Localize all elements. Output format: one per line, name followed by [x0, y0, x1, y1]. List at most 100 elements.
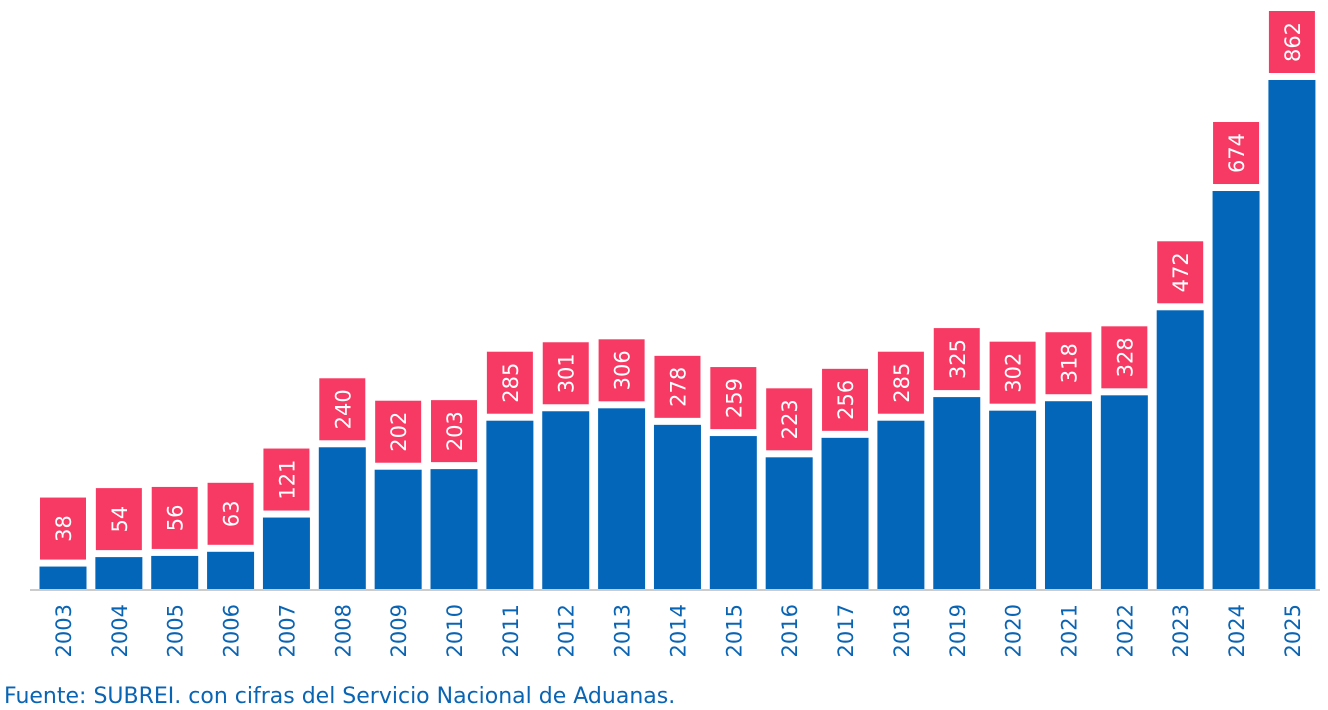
x-tick-label: 2014: [666, 604, 690, 657]
bar-group: 325 2019: [933, 328, 981, 657]
data-label-background: [1268, 11, 1315, 73]
data-label: 256: [834, 380, 858, 420]
data-label: 38: [52, 515, 76, 542]
bar-group: 862 2025: [1268, 11, 1316, 657]
data-label-background: [375, 400, 422, 463]
bar: [374, 469, 422, 589]
bar: [1212, 191, 1260, 589]
bar-group: 328 2022: [1100, 326, 1148, 657]
bar-chart: 38 2003 54 2004 56 2005 63 2006 121 2007 240 2008 20…: [30, 11, 1320, 657]
data-label-background: [207, 482, 254, 545]
x-tick-label: 2005: [164, 604, 188, 657]
bar: [486, 420, 534, 589]
data-label-background: [598, 339, 645, 402]
bar: [933, 397, 981, 589]
x-tick-label: 2024: [1225, 604, 1249, 657]
bar: [1268, 80, 1316, 589]
x-tick-label: 2025: [1281, 604, 1305, 657]
data-label-background: [431, 400, 478, 463]
data-label-background: [822, 368, 869, 431]
data-label-background: [319, 378, 366, 441]
x-tick-label: 2012: [555, 604, 579, 657]
data-label: 318: [1057, 343, 1081, 383]
x-tick-label: 2022: [1113, 604, 1137, 657]
x-tick-label: 2023: [1169, 604, 1193, 657]
data-label: 202: [387, 412, 411, 452]
data-label: 56: [164, 505, 188, 532]
bar: [1156, 310, 1204, 589]
data-label-background: [1101, 326, 1148, 389]
data-label: 285: [499, 363, 523, 403]
source-note: Fuente: SUBREI. con cifras del Servicio …: [4, 684, 676, 709]
bar: [542, 411, 590, 589]
bar: [1044, 401, 1092, 589]
bar-group: 285 2018: [877, 351, 925, 657]
x-tick-label: 2007: [275, 604, 299, 657]
x-tick-label: 2016: [778, 604, 802, 657]
bar-group: 202 2009: [374, 400, 422, 657]
bar: [877, 420, 925, 589]
bar-group: 203 2010: [430, 400, 478, 657]
bar: [318, 447, 366, 589]
bar-group: 674 2024: [1212, 122, 1260, 657]
bar-group: 306 2013: [598, 339, 646, 657]
data-label: 325: [946, 339, 970, 379]
bar: [207, 551, 255, 589]
bar-group: 240 2008: [318, 378, 366, 657]
bar-group: 302 2020: [989, 341, 1037, 657]
data-label-background: [1213, 122, 1260, 185]
data-label-background: [486, 351, 533, 414]
x-tick-label: 2015: [722, 604, 746, 657]
x-tick-label: 2018: [890, 604, 914, 657]
data-label: 862: [1281, 22, 1305, 62]
data-label-background: [933, 328, 980, 391]
data-label-background: [877, 351, 924, 414]
data-label-background: [151, 486, 198, 549]
data-label-background: [989, 341, 1036, 404]
bar-group: 301 2012: [542, 342, 590, 657]
x-tick-label: 2010: [443, 604, 467, 657]
x-tick-label: 2017: [834, 604, 858, 657]
bar: [262, 517, 310, 589]
bar-group: 256 2017: [821, 368, 869, 657]
data-label-background: [95, 488, 142, 551]
data-label-background: [1045, 332, 1092, 395]
bar: [989, 410, 1037, 589]
data-label: 121: [275, 460, 299, 500]
data-label: 674: [1225, 133, 1249, 173]
bar-group: 38 2003: [39, 497, 87, 657]
bar: [151, 555, 199, 589]
x-tick-label: 2011: [499, 604, 523, 657]
bar-group: 278 2014: [653, 355, 701, 657]
bar-group: 121 2007: [262, 448, 310, 657]
bar-group: 223 2016: [765, 388, 813, 657]
x-tick-label: 2021: [1057, 604, 1081, 657]
data-label-background: [40, 497, 86, 560]
bar-group: 318 2021: [1044, 332, 1092, 657]
data-label: 63: [220, 500, 244, 527]
data-label-background: [263, 448, 310, 511]
data-label: 54: [108, 506, 132, 533]
x-tick-label: 2013: [611, 604, 635, 657]
data-label-background: [766, 388, 813, 451]
data-label-background: [1157, 241, 1204, 304]
data-label-background: [710, 367, 757, 430]
x-tick-label: 2004: [108, 604, 132, 657]
x-tick-label: 2003: [52, 604, 76, 657]
data-label: 285: [890, 363, 914, 403]
data-label: 306: [611, 350, 635, 390]
bar-group: 472 2023: [1156, 241, 1204, 657]
x-tick-label: 2019: [946, 604, 970, 657]
x-tick-label: 2006: [220, 604, 244, 657]
x-tick-label: 2009: [387, 604, 411, 657]
bar: [765, 457, 813, 589]
bar: [430, 469, 478, 589]
bar: [653, 424, 701, 589]
bar: [709, 436, 757, 589]
bar-group: 54 2004: [95, 488, 143, 657]
bar-group: 56 2005: [151, 486, 199, 657]
bar: [1100, 395, 1148, 589]
bar: [598, 408, 646, 589]
data-label: 223: [778, 399, 802, 439]
data-label: 301: [555, 353, 579, 393]
